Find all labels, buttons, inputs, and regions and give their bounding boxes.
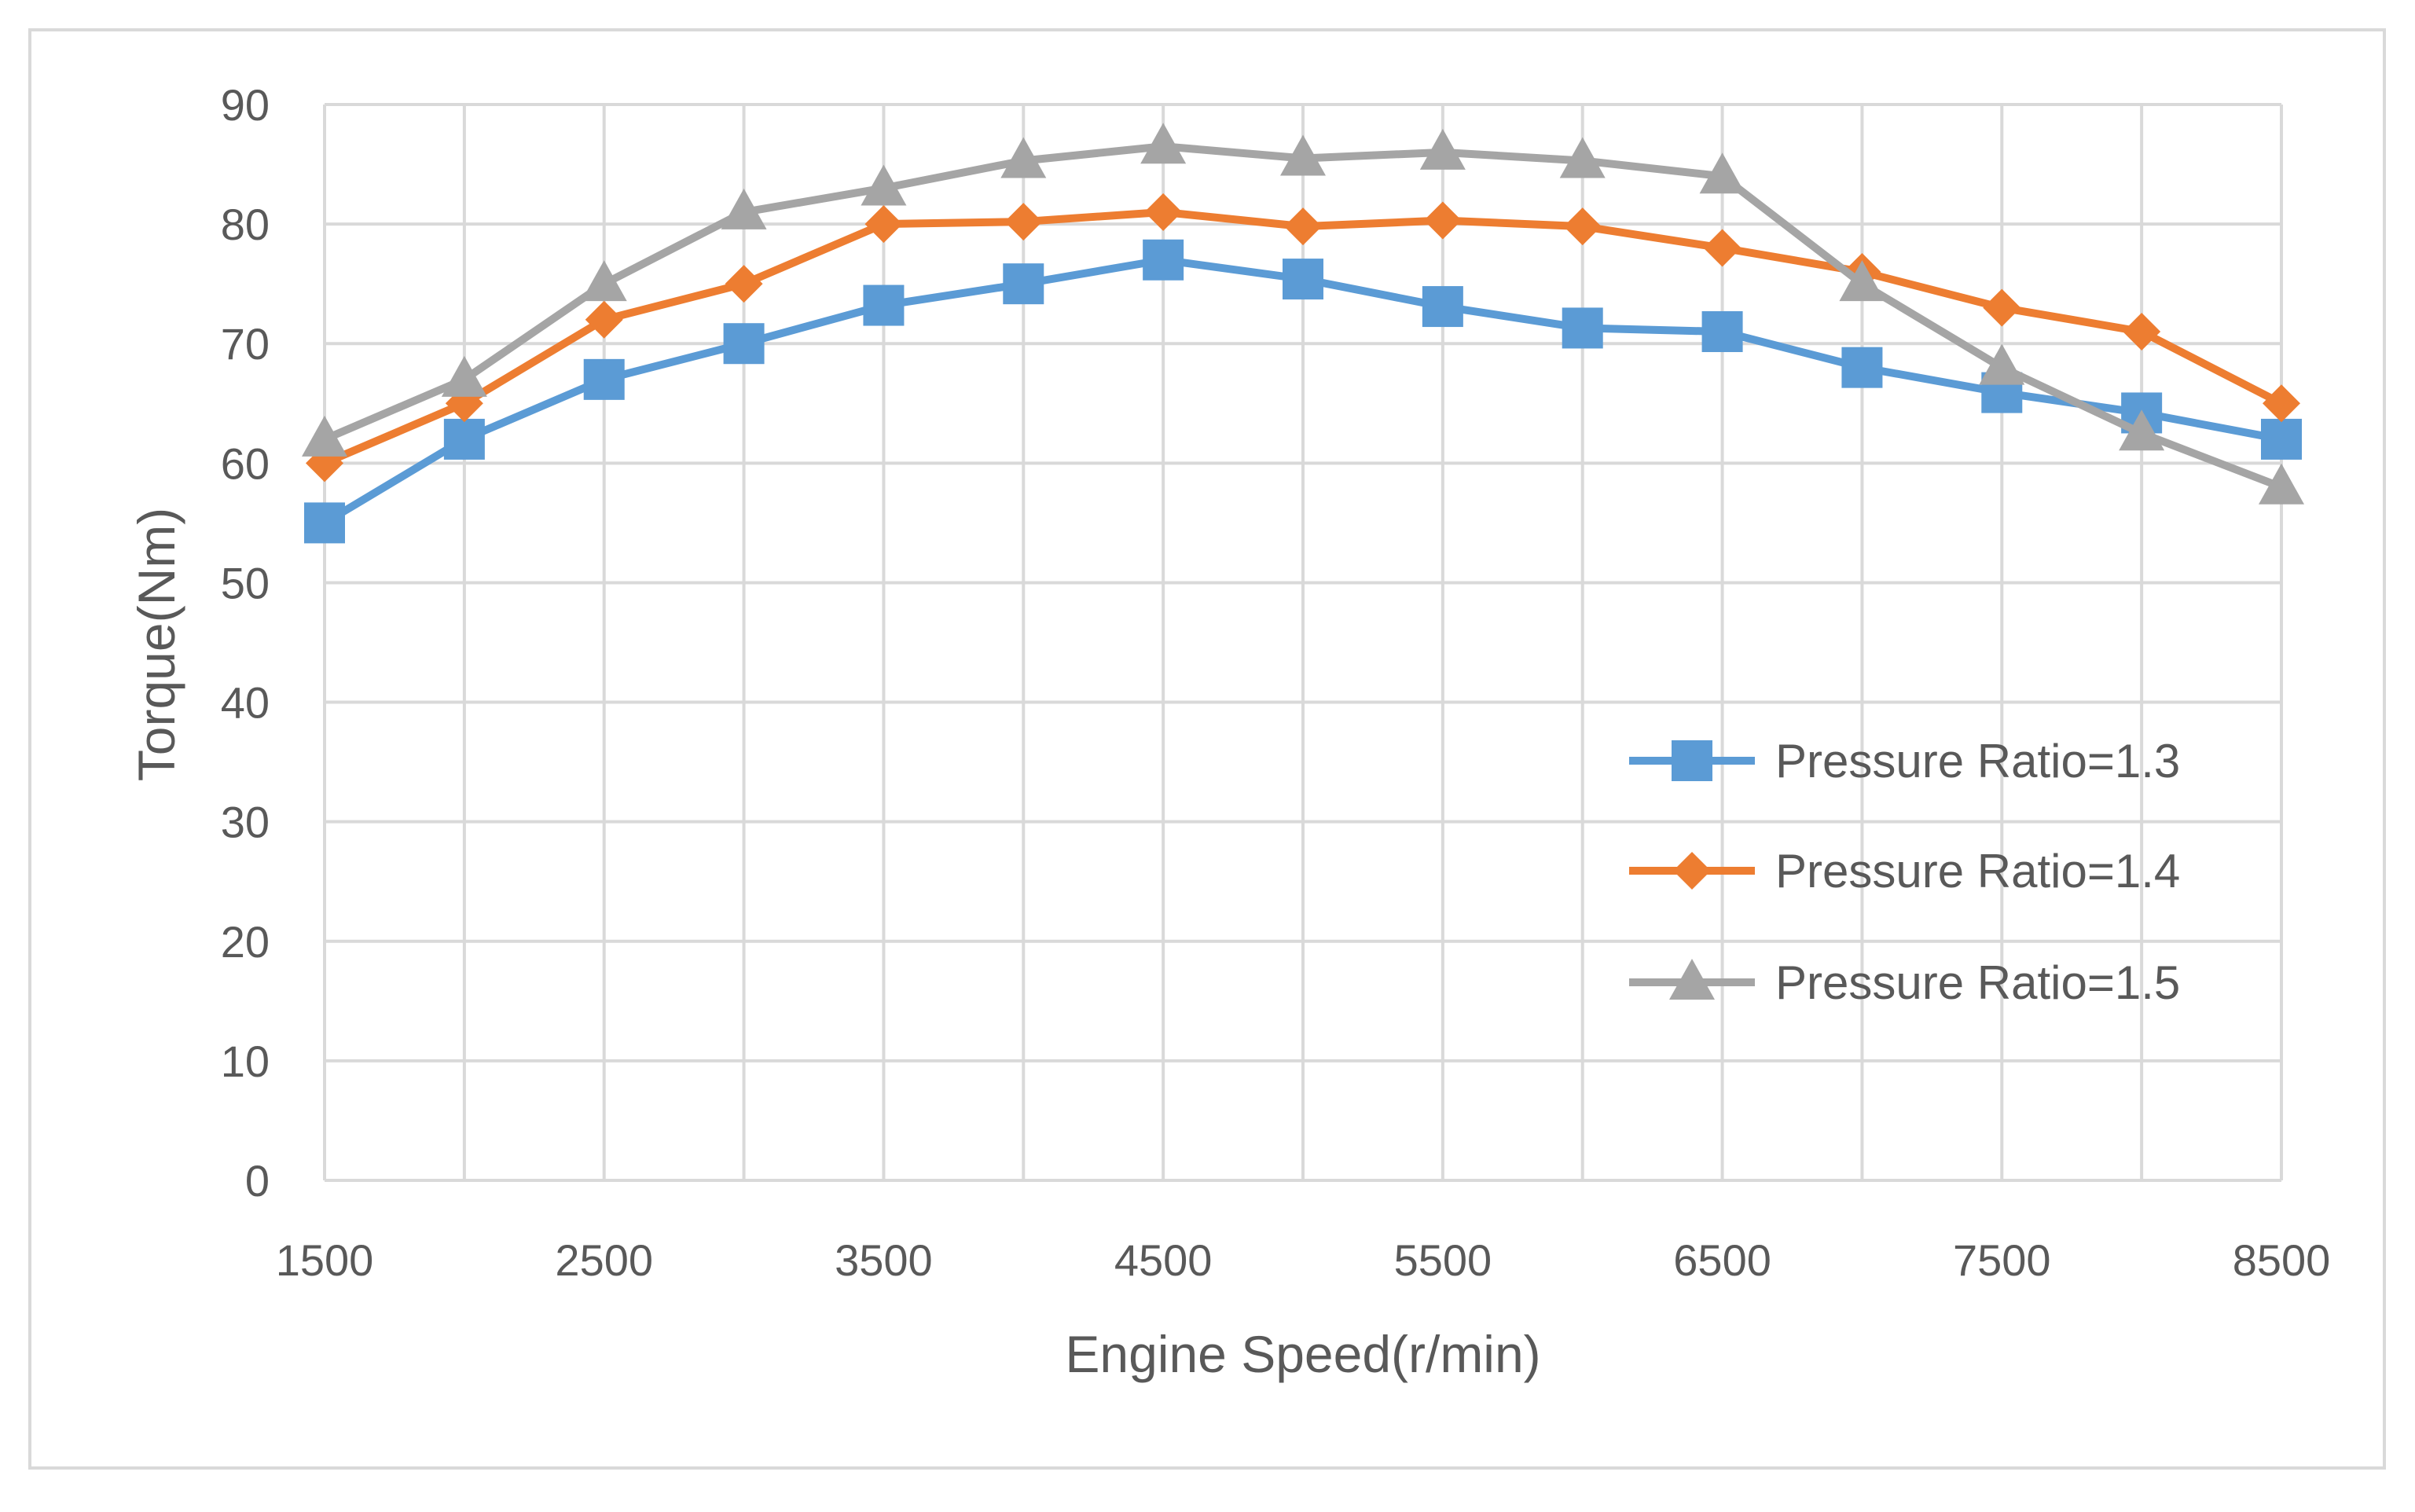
legend-marker	[1669, 959, 1715, 1000]
y-tick-label: 70	[221, 319, 270, 369]
data-point	[2263, 384, 2300, 423]
x-tick-label: 6500	[1673, 1235, 1771, 1285]
data-point	[304, 502, 345, 544]
x-tick-label: 8500	[2233, 1235, 2331, 1285]
data-point	[583, 358, 625, 400]
data-point	[1699, 152, 1745, 194]
data-point	[1422, 286, 1463, 328]
data-point	[1983, 288, 2021, 327]
legend-label: Pressure Ratio=1.5	[1775, 956, 2180, 1009]
data-point	[1003, 263, 1044, 305]
data-point	[861, 164, 907, 206]
data-point	[1143, 239, 1184, 281]
data-point	[302, 415, 347, 457]
legend-item: Pressure Ratio=1.5	[1629, 956, 2180, 1009]
x-tick-label: 2500	[555, 1235, 653, 1285]
legend-item: Pressure Ratio=1.4	[1629, 845, 2180, 897]
data-point	[863, 284, 905, 326]
data-point	[1140, 123, 1187, 164]
y-tick-label: 60	[221, 439, 270, 488]
y-tick-label: 20	[221, 917, 270, 967]
series-3	[302, 123, 2304, 505]
y-axis-tick-labels: 0 10 20 30 40 50 60 70 80 90	[221, 80, 270, 1206]
y-axis-title: Torque(Nm)	[127, 508, 185, 781]
x-tick-label: 3500	[835, 1235, 933, 1285]
data-point	[1839, 260, 1885, 302]
x-tick-label: 1500	[276, 1235, 374, 1285]
data-point	[1423, 201, 1462, 240]
legend-label: Pressure Ratio=1.4	[1775, 845, 2180, 897]
y-tick-label: 0	[245, 1156, 270, 1206]
y-tick-label: 90	[221, 80, 270, 130]
data-point	[1979, 343, 2025, 385]
data-point	[1841, 347, 1883, 388]
data-point	[2123, 313, 2161, 351]
x-tick-label: 4500	[1114, 1235, 1213, 1285]
data-point	[1559, 137, 1606, 178]
data-point	[2261, 418, 2302, 460]
vertical-gridlines	[323, 105, 2283, 1180]
series-1	[304, 239, 2302, 544]
data-point	[721, 188, 767, 229]
data-point	[1419, 128, 1466, 170]
data-point	[1004, 203, 1043, 241]
legend: Pressure Ratio=1.3 Pressure Ratio=1.4 Pres…	[1629, 735, 2180, 1009]
legend-marker	[1672, 740, 1712, 781]
data-point	[1284, 207, 1322, 246]
y-tick-label: 40	[221, 678, 270, 728]
x-tick-label: 7500	[1953, 1235, 2051, 1285]
data-point	[441, 355, 487, 397]
data-point	[725, 265, 763, 303]
x-axis-title: Engine Speed(r/min)	[1065, 1325, 1540, 1383]
data-point	[2119, 409, 2165, 451]
data-point	[723, 323, 765, 365]
data-point	[1701, 311, 1743, 353]
data-point	[585, 300, 623, 339]
y-tick-label: 10	[221, 1037, 270, 1086]
data-point	[443, 418, 485, 460]
data-point	[1563, 207, 1602, 246]
data-point	[1000, 137, 1047, 178]
horizontal-gridlines	[325, 103, 2281, 1182]
data-point	[2259, 463, 2304, 505]
legend-marker	[1673, 852, 1711, 890]
y-tick-label: 30	[221, 798, 270, 847]
data-point	[1280, 134, 1326, 176]
legend-item: Pressure Ratio=1.3	[1629, 735, 2180, 787]
x-tick-label: 5500	[1394, 1235, 1492, 1285]
series-layer	[302, 123, 2304, 544]
y-tick-label: 50	[221, 558, 270, 607]
legend-label: Pressure Ratio=1.3	[1775, 735, 2180, 787]
data-point	[1562, 307, 1603, 349]
data-point	[1144, 193, 1183, 231]
data-point	[1283, 259, 1323, 300]
data-point	[864, 205, 903, 244]
x-axis-tick-labels: 1500 2500 3500 4500 5500 6500 7500 8500	[276, 1235, 2331, 1285]
data-point	[1703, 229, 1742, 267]
y-tick-label: 80	[221, 200, 270, 249]
data-point	[581, 260, 627, 302]
